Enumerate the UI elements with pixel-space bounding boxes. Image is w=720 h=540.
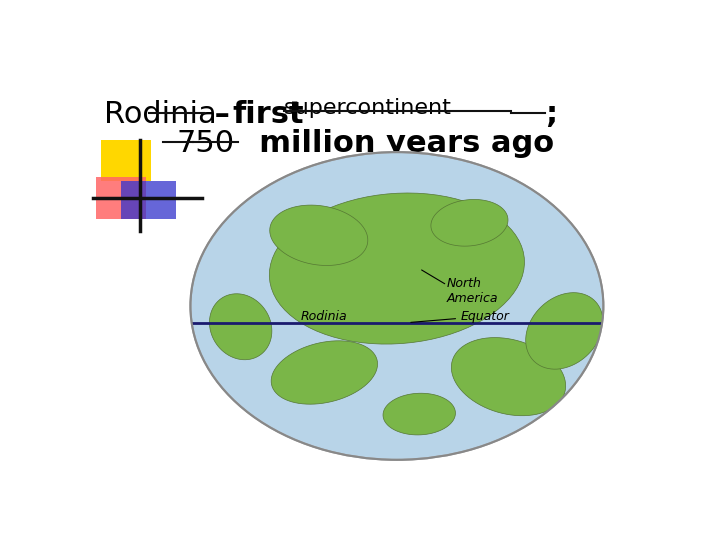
- Text: ;: ;: [545, 100, 557, 129]
- Bar: [101, 140, 151, 181]
- Text: first: first: [233, 100, 304, 129]
- Polygon shape: [269, 193, 524, 344]
- Polygon shape: [383, 393, 456, 435]
- Polygon shape: [526, 293, 603, 369]
- Polygon shape: [431, 199, 508, 246]
- Polygon shape: [451, 338, 566, 416]
- Text: million years ago: million years ago: [238, 129, 554, 158]
- Text: Rodinia: Rodinia: [301, 310, 348, 323]
- Polygon shape: [271, 341, 377, 404]
- Text: –: –: [204, 100, 241, 129]
- Bar: [96, 177, 145, 219]
- Text: Equator: Equator: [461, 310, 510, 323]
- Circle shape: [191, 152, 603, 460]
- Polygon shape: [210, 294, 272, 360]
- Text: North
America: North America: [447, 278, 499, 306]
- Text: Rodinia: Rodinia: [104, 100, 217, 129]
- Bar: [121, 181, 176, 219]
- Polygon shape: [270, 205, 368, 266]
- Text: supercontinent: supercontinent: [284, 98, 452, 118]
- Text: 750: 750: [176, 129, 235, 158]
